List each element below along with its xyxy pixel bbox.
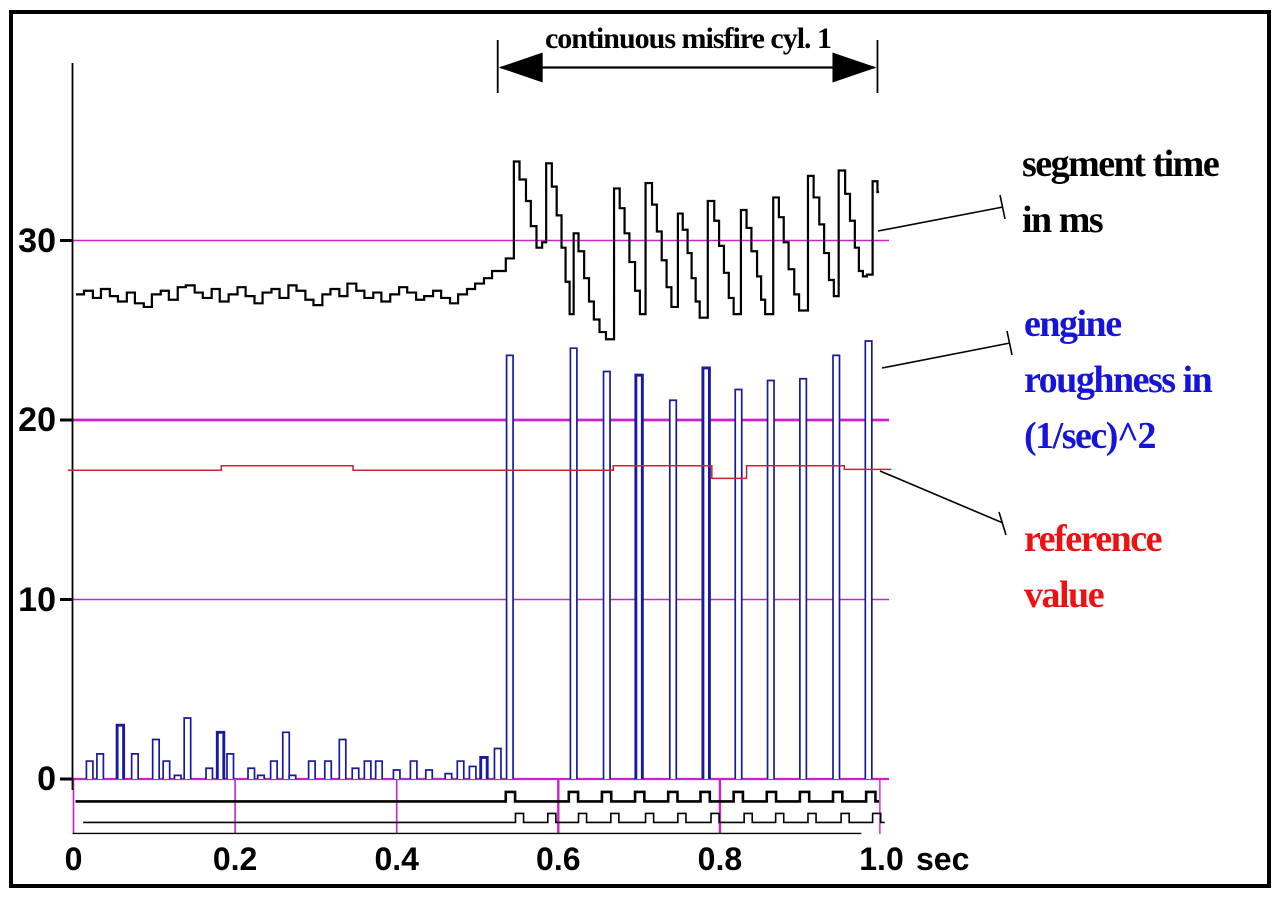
engine-roughness-bar: [256, 774, 266, 779]
engine-roughness-bar: [151, 738, 161, 779]
label-reference-value: reference value: [1024, 511, 1162, 623]
engine-roughness-bar: [281, 731, 291, 779]
y-tick-label-10: 10: [18, 580, 56, 619]
engine-roughness-bar: [479, 756, 489, 779]
engine-roughness-bar: [864, 340, 873, 779]
x-axis-unit-label: sec: [916, 841, 970, 877]
engine-roughness-bar: [444, 772, 453, 779]
label-segment-time: segment time in ms: [1022, 136, 1220, 248]
leader-segment-time: [877, 206, 1004, 232]
engine-roughness-bar: [307, 760, 316, 779]
engine-roughness-bar: [96, 753, 105, 779]
engine-roughness-bar: [424, 769, 434, 779]
label-segment-time-line2: in ms: [1022, 199, 1104, 241]
y-tick-label-20: 20: [18, 401, 56, 439]
leader-engine-roughness: [881, 342, 1011, 369]
engine-roughness-bar: [468, 765, 477, 779]
arrowhead-left: [498, 52, 543, 83]
engine-roughness-bar: [215, 730, 226, 779]
engine-roughness-bar: [247, 767, 256, 779]
engine-roughness-bar: [799, 377, 808, 779]
x-tick-label-0.2: 0.2: [212, 841, 258, 877]
engine-roughness-bar: [668, 399, 678, 779]
trigger-trace: [83, 812, 885, 824]
label-engine-roughness-line1: engine: [1024, 303, 1122, 345]
engine-roughness-bar: [115, 723, 126, 779]
y-tick-label-30: 30: [18, 221, 56, 260]
engine-roughness-bar: [85, 760, 94, 779]
x-tick-label-0.8: 0.8: [697, 841, 743, 877]
engine-roughness-bar: [173, 774, 182, 779]
label-engine-roughness: engine roughness in (1/sec)^2: [1024, 296, 1213, 464]
y-tick-label-0: 0: [37, 760, 56, 798]
label-reference-value-line1: reference: [1024, 518, 1162, 560]
x-tick-label-0.4: 0.4: [374, 841, 419, 877]
figure-border: [9, 10, 1271, 888]
engine-roughness-bar: [269, 760, 278, 779]
x-tick-label-0: 0: [64, 841, 83, 877]
engine-roughness-bar: [456, 760, 465, 779]
annotation-label: continuous misfire cyl. 1: [544, 22, 832, 55]
engine-roughness-bar: [130, 753, 140, 779]
reference-line: [67, 465, 892, 480]
engine-roughness-bar: [569, 347, 578, 779]
engine-roughness-bar: [226, 753, 235, 779]
engine-roughness-bar: [323, 760, 333, 779]
engine-roughness-bar: [183, 717, 192, 779]
leader-reference-value: [879, 470, 1004, 524]
label-segment-time-line1: segment time: [1022, 143, 1220, 185]
engine-roughness-bar: [162, 760, 171, 779]
engine-roughness-bar: [832, 354, 841, 779]
engine-roughness-bar: [374, 760, 384, 779]
engine-roughness-bar: [205, 767, 214, 779]
engine-roughness-bar: [392, 769, 401, 779]
label-engine-roughness-line2: roughness in: [1024, 359, 1213, 401]
engine-roughness-bar: [602, 370, 611, 779]
engine-roughness-bar: [766, 379, 775, 779]
leader-reference-value-tick: [998, 511, 1007, 536]
engine-roughness-bar: [409, 760, 418, 779]
engine-roughness-bar: [505, 354, 514, 779]
x-tick-label-1.0: 1.0: [859, 841, 904, 877]
label-engine-roughness-line3: (1/sec)^2: [1024, 415, 1156, 457]
engine-roughness-bar: [493, 747, 502, 779]
engine-roughness-bar: [338, 738, 347, 779]
engine-roughness-bar: [634, 373, 644, 779]
misfire-annotation-text: continuous misfire cyl. 1: [500, 22, 876, 56]
engine-roughness-bar: [701, 366, 711, 779]
leader-segment-time-tick: [999, 194, 1006, 220]
label-reference-value-line2: value: [1024, 574, 1105, 616]
segment-time-curve: [75, 160, 880, 341]
engine-roughness-bar: [363, 760, 372, 779]
leader-engine-roughness-tick: [1006, 330, 1013, 356]
trigger-trace: [75, 790, 880, 803]
arrowhead-right: [832, 52, 877, 83]
engine-roughness-bar: [288, 774, 297, 779]
x-tick-label-0.6: 0.6: [536, 841, 581, 877]
engine-roughness-bar: [734, 388, 743, 779]
engine-roughness-bar: [351, 767, 360, 779]
